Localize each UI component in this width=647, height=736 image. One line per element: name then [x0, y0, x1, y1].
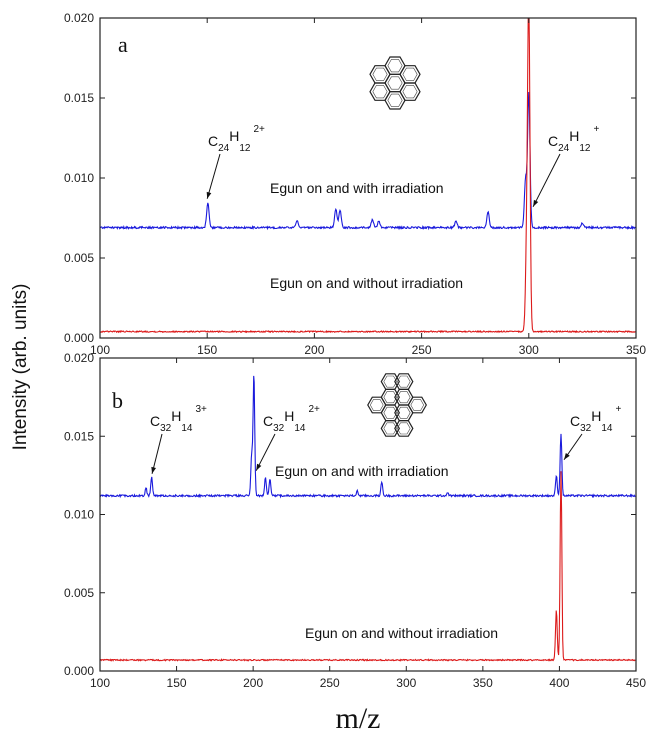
hexagon-ring: [394, 420, 414, 437]
hexagon-ring: [369, 82, 391, 101]
ion-arrowhead: [533, 199, 539, 207]
hexagon-inner-bond: [372, 67, 388, 81]
series-label: Egun on and with irradiation: [275, 463, 449, 479]
hexagon-inner-bond: [387, 93, 403, 107]
x-tick-label: 400: [549, 676, 569, 690]
ion-label: C24H122+: [208, 124, 265, 154]
hexagon-inner-bond: [402, 85, 418, 99]
panel-label: b: [112, 388, 123, 413]
x-tick-label: 150: [197, 343, 217, 357]
hexagon-inner-bond: [396, 422, 411, 435]
hexagon-inner-bond: [383, 422, 398, 435]
hexagon-ring: [380, 420, 400, 437]
x-tick-label: 250: [320, 676, 340, 690]
hexagon-ring: [394, 373, 414, 390]
x-tick-label: 250: [412, 343, 432, 357]
hexagon-inner-bond: [396, 391, 411, 404]
ovalene-structure-icon: [367, 373, 427, 437]
y-tick-label: 0.000: [64, 664, 94, 678]
hexagon-inner-bond: [383, 406, 398, 419]
hexagon-inner-bond: [387, 59, 403, 73]
series-line: [100, 471, 636, 662]
x-tick-label: 300: [519, 343, 539, 357]
hexagon-ring: [399, 82, 421, 101]
hexagon-ring: [367, 396, 387, 414]
x-axis-label: m/z: [336, 702, 381, 735]
panel-label: a: [118, 32, 128, 57]
y-tick-label: 0.015: [64, 91, 94, 105]
hexagon-inner-bond: [402, 67, 418, 81]
x-tick-label: 350: [473, 676, 493, 690]
panel-b: Egun on and with irradiation Egun on and …: [64, 351, 646, 690]
ion-arrowhead: [256, 463, 262, 471]
series-label: Egun on and without irradiation: [305, 625, 498, 641]
series-label: Egun on and with irradiation: [270, 180, 444, 196]
x-tick-label: 450: [626, 676, 646, 690]
series-line: [100, 18, 636, 334]
ion-label: C24H12+: [548, 124, 600, 154]
x-tick-label: 200: [243, 676, 263, 690]
y-tick-label: 0.005: [64, 251, 94, 265]
ion-arrow: [151, 433, 163, 474]
hexagon-inner-bond: [396, 406, 411, 419]
y-tick-label: 0.000: [64, 331, 94, 345]
y-tick-label: 0.015: [64, 429, 94, 443]
ion-arrow: [532, 153, 561, 208]
y-tick-label: 0.020: [64, 351, 94, 365]
y-tick-label: 0.020: [64, 11, 94, 25]
ion-arrowhead: [151, 466, 156, 474]
hexagon-inner-bond: [410, 399, 425, 411]
hexagon-inner-bond: [396, 375, 411, 388]
x-tick-label: 200: [304, 343, 324, 357]
panel-a: Egun on and with irradiation Egun on and …: [64, 11, 646, 357]
ion-label: C32H14+: [570, 404, 622, 434]
hexagon-ring: [407, 396, 427, 414]
hexagon-inner-bond: [369, 399, 384, 411]
x-tick-label: 100: [90, 343, 110, 357]
x-tick-label: 100: [90, 676, 110, 690]
hexagon-inner-bond: [387, 76, 403, 90]
series-label: Egun on and without irradiation: [270, 275, 463, 291]
x-tick-label: 150: [167, 676, 187, 690]
y-tick-label: 0.010: [64, 171, 94, 185]
coronene-structure-icon: [369, 56, 421, 110]
series-line: [100, 91, 636, 231]
ion-arrow: [206, 153, 221, 199]
series-line: [100, 375, 636, 499]
y-tick-label: 0.005: [64, 586, 94, 600]
ion-arrowhead: [206, 191, 212, 199]
hexagon-inner-bond: [372, 85, 388, 99]
hexagon-inner-bond: [383, 375, 398, 388]
hexagon-ring: [380, 373, 400, 390]
ion-label: C32H142+: [263, 404, 320, 434]
ion-label: C32H143+: [150, 404, 207, 434]
ion-arrow: [255, 433, 276, 471]
ion-arrowhead: [564, 452, 570, 460]
x-tick-label: 350: [626, 343, 646, 357]
y-axis-label: Intensity (arb. units): [10, 284, 31, 451]
hexagon-inner-bond: [383, 391, 398, 404]
x-tick-label: 300: [396, 676, 416, 690]
y-tick-label: 0.010: [64, 508, 94, 522]
